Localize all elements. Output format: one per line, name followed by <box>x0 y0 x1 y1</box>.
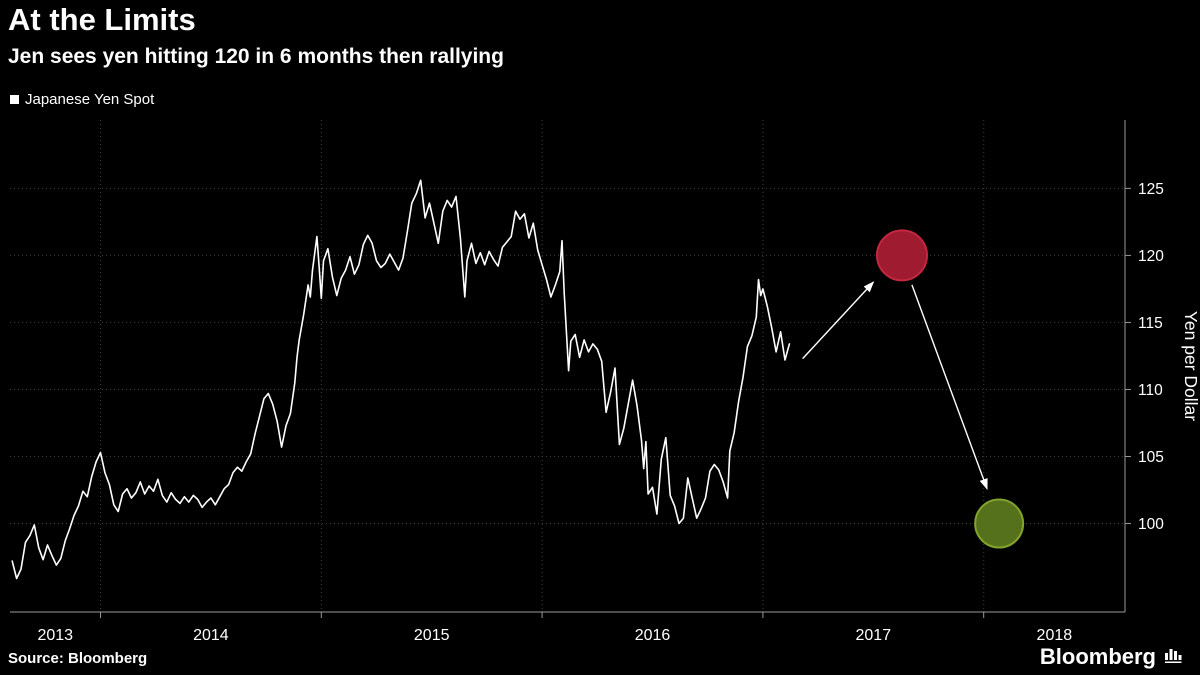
y-axis-title: Yen per Dollar <box>1181 311 1200 421</box>
forecast-circle-100 <box>974 498 1025 549</box>
x-tick-label: 2015 <box>414 627 450 644</box>
bloomberg-wordmark: Bloomberg <box>1039 644 1156 669</box>
forecast-arrow <box>911 284 988 490</box>
y-tick-label: 100 <box>1138 516 1164 533</box>
yen-spot-line <box>11 179 791 580</box>
x-tick-label: 2016 <box>635 627 671 644</box>
forecast-circle-120 <box>876 229 928 282</box>
x-tick-label: 2013 <box>37 627 73 644</box>
x-tick-label: 2018 <box>1037 627 1073 644</box>
legend: Japanese Yen Spot <box>10 91 154 108</box>
y-tick-label: 125 <box>1138 181 1164 198</box>
legend-swatch-icon <box>10 95 19 104</box>
bloomberg-logo: Bloomberg <box>1040 645 1182 668</box>
y-tick-label: 110 <box>1138 382 1163 399</box>
chart-subtitle: Jen sees yen hitting 120 in 6 months the… <box>8 45 504 68</box>
y-tick-label: 115 <box>1138 315 1163 332</box>
forecast-arrow <box>802 281 875 360</box>
y-tick-label: 105 <box>1138 449 1164 466</box>
x-tick-label: 2017 <box>856 627 892 644</box>
y-tick-label: 120 <box>1138 248 1164 265</box>
source-label: Source: Bloomberg <box>8 650 148 667</box>
bloomberg-terminal-icon <box>1164 645 1182 668</box>
x-tick-label: 2014 <box>193 627 229 644</box>
chart-title: At the Limits <box>8 2 196 37</box>
legend-label: Japanese Yen Spot <box>25 91 155 108</box>
